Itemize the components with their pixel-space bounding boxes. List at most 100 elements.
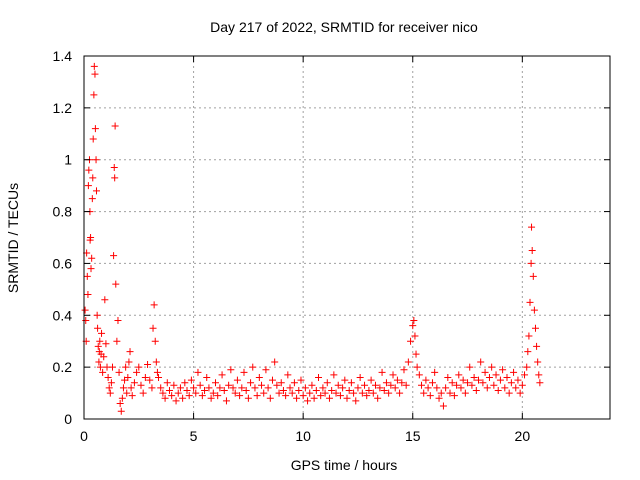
data-point xyxy=(212,379,219,387)
data-point xyxy=(117,407,125,415)
axis-ticks: 0 5 10 15 20 0 0.2 0.4 0.6 0.8 1 1.2 1.4 xyxy=(53,48,610,444)
data-point xyxy=(352,397,360,405)
data-point xyxy=(279,386,287,394)
data-point xyxy=(290,379,298,387)
data-point xyxy=(336,392,344,400)
data-point xyxy=(347,379,355,387)
data-point xyxy=(240,368,248,376)
data-point xyxy=(412,350,420,358)
data-point xyxy=(91,70,99,78)
data-point xyxy=(407,337,415,345)
data-point xyxy=(453,381,461,389)
data-point xyxy=(92,187,100,195)
data-point xyxy=(356,374,364,382)
data-point xyxy=(507,379,515,387)
data-point xyxy=(363,392,371,400)
data-point xyxy=(325,394,333,402)
data-point xyxy=(233,376,241,384)
data-point xyxy=(149,324,157,332)
x-tick-label: 0 xyxy=(80,428,88,444)
x-tick-label: 15 xyxy=(405,428,421,444)
data-point xyxy=(304,397,312,405)
data-point xyxy=(415,371,423,379)
data-point xyxy=(457,384,465,392)
data-point xyxy=(172,397,180,405)
data-point xyxy=(536,379,544,387)
data-point xyxy=(112,280,120,288)
data-point xyxy=(89,135,97,143)
data-point xyxy=(371,381,379,389)
data-point xyxy=(89,174,97,182)
data-point xyxy=(90,62,98,70)
y-axis-label: SRMTID / TECUs xyxy=(5,183,21,293)
data-point xyxy=(165,386,173,394)
data-point xyxy=(411,332,419,340)
data-point xyxy=(450,392,458,400)
data-point xyxy=(288,389,296,397)
data-point xyxy=(96,363,104,371)
data-point xyxy=(196,381,204,389)
data-point xyxy=(343,394,351,402)
data-point xyxy=(107,379,115,387)
data-point xyxy=(194,368,202,376)
data-point xyxy=(81,306,89,314)
data-point xyxy=(104,374,112,382)
data-point xyxy=(295,386,303,394)
data-point xyxy=(472,386,480,394)
data-point xyxy=(312,386,320,394)
data-point xyxy=(249,363,257,371)
data-point xyxy=(87,265,95,273)
data-point xyxy=(475,376,482,384)
data-point xyxy=(115,368,123,376)
data-point xyxy=(122,363,130,371)
y-tick-label: 1.4 xyxy=(53,48,73,64)
data-point xyxy=(328,386,336,394)
data-point xyxy=(268,376,276,384)
data-point xyxy=(367,376,375,384)
data-point xyxy=(464,379,472,387)
data-point xyxy=(220,386,228,394)
data-point xyxy=(251,384,259,392)
data-point xyxy=(413,363,421,371)
data-point xyxy=(214,392,222,400)
data-point xyxy=(481,368,489,376)
data-point xyxy=(315,374,323,382)
data-point xyxy=(133,368,141,376)
data-point xyxy=(345,386,353,394)
data-point xyxy=(374,394,382,402)
data-point xyxy=(95,358,103,366)
data-point xyxy=(123,389,131,397)
data-point xyxy=(501,384,509,392)
data-point xyxy=(524,348,532,356)
data-point xyxy=(527,259,535,267)
data-point xyxy=(361,381,369,389)
data-point xyxy=(106,389,114,397)
data-point xyxy=(159,389,167,397)
data-point xyxy=(494,386,502,394)
data-point xyxy=(350,389,358,397)
data-point xyxy=(88,254,96,262)
data-point xyxy=(330,371,338,379)
data-point xyxy=(174,389,182,397)
data-point xyxy=(284,371,292,379)
data-point xyxy=(157,384,165,392)
data-point xyxy=(153,368,161,376)
data-point xyxy=(523,363,531,371)
data-point xyxy=(92,156,100,164)
data-point xyxy=(152,358,160,366)
data-point xyxy=(238,384,246,392)
data-point xyxy=(496,376,504,384)
data-point xyxy=(470,374,478,382)
data-point xyxy=(499,366,507,374)
data-point xyxy=(84,182,92,190)
data-point xyxy=(119,384,127,392)
data-point xyxy=(183,386,191,394)
data-point xyxy=(521,371,529,379)
data-point xyxy=(297,376,305,384)
data-point xyxy=(229,384,237,392)
data-point xyxy=(84,291,92,299)
data-point xyxy=(105,384,113,392)
data-point xyxy=(319,384,327,392)
data-point xyxy=(437,389,445,397)
